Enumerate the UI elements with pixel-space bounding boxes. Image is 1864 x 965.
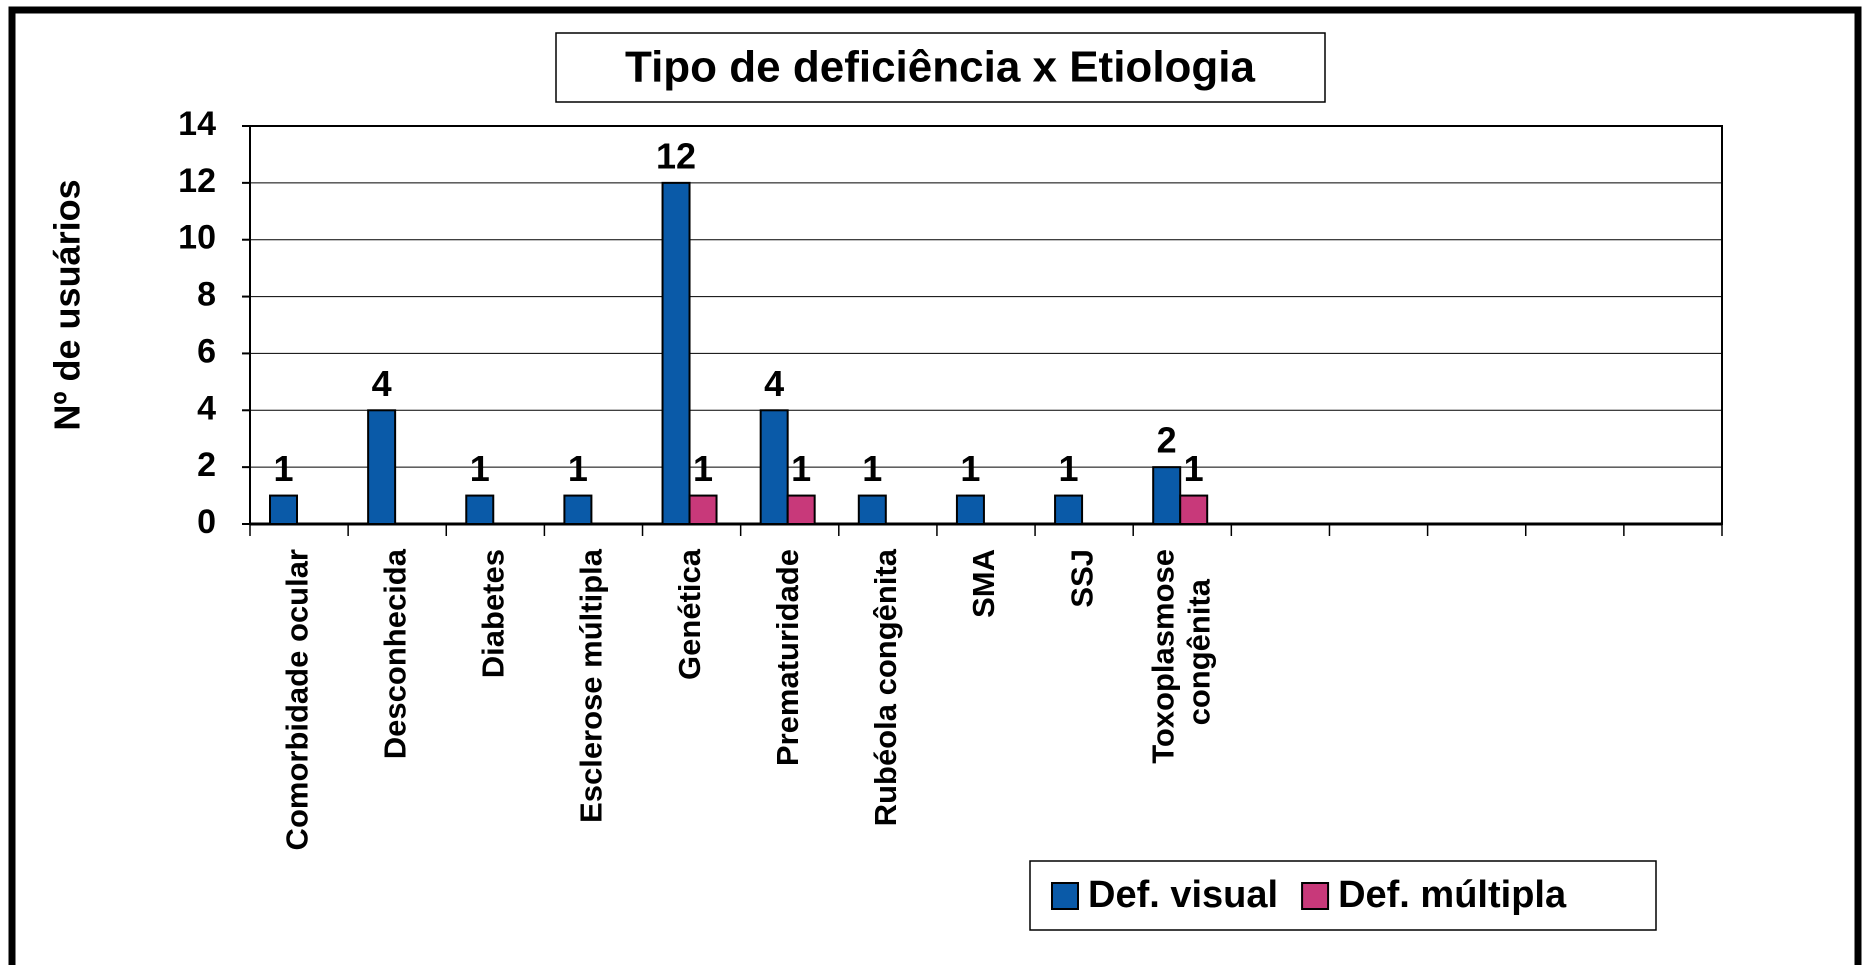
- bar: [1054, 494, 1084, 526]
- data-label: 1: [960, 448, 980, 489]
- bar: [1152, 466, 1182, 525]
- bar: [955, 494, 985, 526]
- legend-label: Def. múltipla: [1338, 874, 1567, 916]
- y-tick-label: 2: [197, 446, 216, 484]
- data-label: 1: [1059, 448, 1079, 489]
- y-tick-label: 12: [178, 162, 216, 200]
- x-tick-label: Genética: [672, 548, 707, 680]
- bar: [563, 494, 593, 526]
- x-tick-label: SMA: [966, 549, 1001, 618]
- data-label: 1: [862, 448, 882, 489]
- y-tick-label: 14: [178, 105, 216, 143]
- plot-area: [249, 125, 1723, 525]
- x-tick-label-line: congênita: [1181, 578, 1216, 725]
- bar: [1179, 494, 1209, 526]
- legend-label: Def. visual: [1088, 874, 1278, 916]
- frame: [8, 6, 1862, 965]
- data-label: 1: [568, 448, 588, 489]
- y-tick-label: 10: [178, 219, 216, 257]
- legend-swatch: [1301, 882, 1330, 910]
- data-label: 1: [1184, 448, 1204, 489]
- x-tick-label: Prematuridade: [770, 549, 805, 766]
- y-tick-label: 8: [197, 276, 216, 314]
- data-label: 12: [656, 135, 696, 176]
- data-label: 2: [1157, 420, 1177, 461]
- bar: [465, 494, 495, 526]
- data-label: 1: [791, 448, 811, 489]
- data-label: 1: [273, 448, 293, 489]
- y-tick-label: 4: [197, 389, 216, 427]
- bar: [367, 409, 397, 525]
- data-label: 1: [470, 448, 490, 489]
- data-label: 4: [764, 363, 784, 404]
- y-axis-label: Nº de usuários: [47, 179, 88, 430]
- x-tick-label: Desconhecida: [377, 548, 412, 759]
- x-tick-label: Rubéola congênita: [868, 548, 903, 826]
- bar: [759, 409, 789, 525]
- y-tick-label: 0: [197, 503, 216, 541]
- chart-title: Tipo de deficiência x Etiologia: [625, 43, 1256, 92]
- bar: [688, 494, 718, 526]
- x-tick-label: SSJ: [1064, 549, 1099, 608]
- legend-box: [1029, 860, 1657, 931]
- bar: [661, 181, 691, 525]
- bar: [269, 494, 298, 526]
- x-tick-label: Toxoplasmosecongênita: [1145, 549, 1216, 764]
- x-tick-label-line: Toxoplasmose: [1145, 549, 1180, 764]
- x-tick-label: Esclerose múltipla: [574, 548, 609, 823]
- data-label: 4: [372, 363, 392, 404]
- bar: [857, 494, 887, 526]
- x-tick-label: Diabetes: [476, 549, 511, 678]
- bar: [786, 494, 816, 526]
- title-box: [555, 32, 1326, 103]
- y-tick-label: 6: [197, 332, 216, 370]
- legend-swatch: [1051, 882, 1079, 910]
- x-tick-label: Comorbidade ocular: [279, 549, 314, 850]
- data-label: 1: [693, 448, 713, 489]
